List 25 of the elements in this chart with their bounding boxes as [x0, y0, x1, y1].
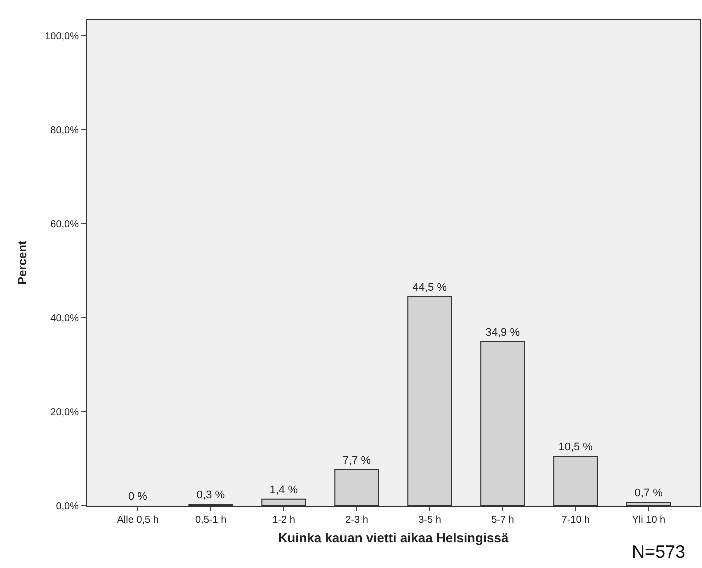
- x-tick-label: Yli 10 h: [632, 515, 666, 526]
- data-label: 0,3 %: [196, 490, 226, 502]
- x-tick-label: 7-10 h: [562, 515, 590, 526]
- x-axis-title: Kuinka kauan vietti aikaa Helsingissä: [278, 530, 510, 546]
- data-label: 44,5 %: [412, 282, 448, 294]
- data-label: 1,4 %: [270, 484, 298, 496]
- data-label: 34,9 %: [486, 326, 520, 339]
- data-label: 10,5 %: [558, 442, 594, 454]
- data-label: 0 %: [128, 491, 148, 503]
- y-tick-label: 60,0%: [50, 219, 80, 230]
- x-tick-label: 2-3 h: [346, 515, 368, 526]
- x-tick-label: 3-5 h: [418, 515, 442, 526]
- x-tick-label: 0,5-1 h: [195, 515, 227, 526]
- y-axis-title: Percent: [15, 240, 30, 286]
- y-tick-label: 20,0%: [50, 408, 80, 418]
- x-tick-label: 1-2 h: [272, 515, 296, 526]
- data-label: 7,7 %: [342, 454, 372, 467]
- y-tick-label: 80,0%: [50, 125, 80, 136]
- y-tick-label: 0,0%: [56, 502, 80, 512]
- x-tick-label: 5-7 h: [492, 515, 514, 526]
- y-tick-label: 40,0%: [50, 313, 80, 324]
- data-label: 0,7 %: [634, 488, 664, 500]
- y-tick-label: 100,0%: [45, 31, 80, 42]
- x-tick-label: Alle 0,5 h: [117, 515, 159, 526]
- text: N=573: [632, 542, 686, 562]
